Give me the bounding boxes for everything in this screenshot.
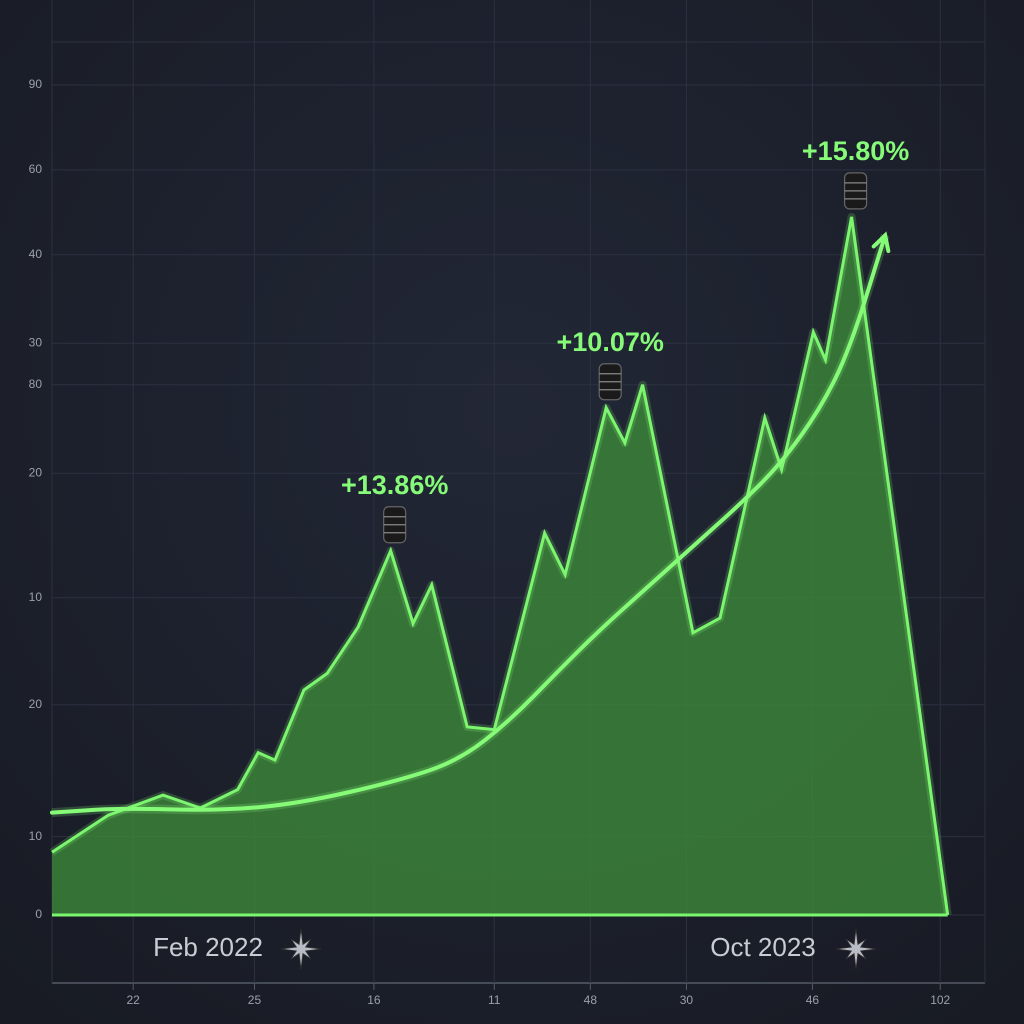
y-tick-label: 10 xyxy=(29,829,43,843)
area-line xyxy=(51,216,950,916)
date-label: Feb 2022 xyxy=(153,932,263,962)
y-tick-label: 90 xyxy=(29,77,43,91)
star-icon xyxy=(835,928,877,970)
x-tick-label: 22 xyxy=(126,993,140,1007)
x-tick-label: 46 xyxy=(806,993,820,1007)
annotation: +10.07% xyxy=(557,327,664,357)
x-tick-label: 25 xyxy=(248,993,262,1007)
y-tick-label: 20 xyxy=(29,697,43,711)
annotation: +13.86% xyxy=(341,470,448,500)
y-tick-label: 10 xyxy=(29,590,43,604)
barrel-icon xyxy=(383,506,407,544)
y-tick-label: 40 xyxy=(29,247,43,261)
y-tick-label: 60 xyxy=(29,162,43,176)
star-icon xyxy=(280,928,322,970)
y-tick-label: 0 xyxy=(35,907,42,921)
annotation: +15.80% xyxy=(802,136,909,166)
date-label: Oct 2023 xyxy=(710,932,816,962)
trend-line xyxy=(50,233,888,815)
barrel-icon xyxy=(843,172,868,210)
x-tick-label: 48 xyxy=(584,993,598,1007)
x-tick-label: 16 xyxy=(367,993,381,1007)
x-tick-label: 11 xyxy=(488,993,501,1007)
y-tick-label: 80 xyxy=(29,377,43,391)
barrel-icon xyxy=(598,363,622,401)
y-tick-label: 30 xyxy=(29,335,43,349)
y-tick-label: 20 xyxy=(29,465,43,479)
x-tick-label: 102 xyxy=(930,993,950,1007)
area-fill xyxy=(52,216,948,915)
x-tick-label: 30 xyxy=(680,993,694,1007)
trend-arrow xyxy=(871,231,891,254)
